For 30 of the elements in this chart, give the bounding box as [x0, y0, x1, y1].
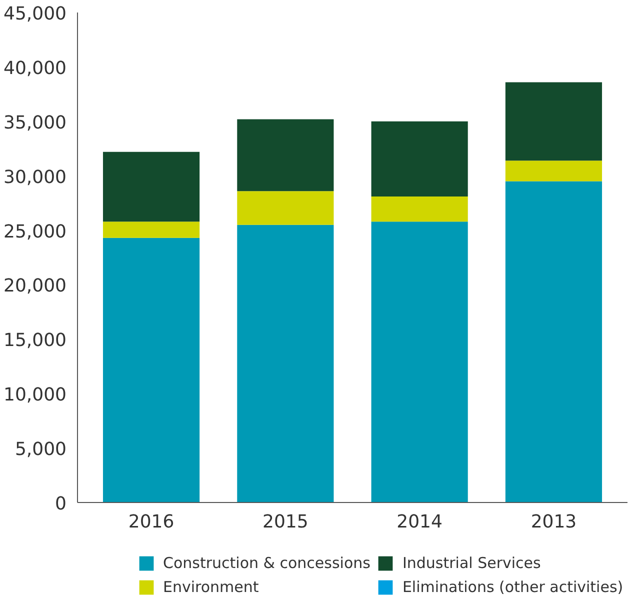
x-tick-label: 2015 [262, 512, 308, 532]
y-tick-label: 20,000 [4, 276, 66, 297]
bar [102, 152, 200, 222]
bar [371, 121, 468, 197]
x-tick-label: 2016 [128, 512, 174, 532]
y-tick-label: 0 [55, 494, 66, 514]
bar [371, 196, 468, 222]
y-tick-label: 25,000 [4, 221, 66, 242]
y-tick-label: 45,000 [4, 4, 66, 24]
bar [237, 224, 334, 502]
legend-label: Environment [163, 578, 259, 596]
bar [237, 119, 334, 192]
bar [102, 222, 200, 238]
bar [237, 191, 334, 225]
y-tick-label: 10,000 [4, 384, 66, 406]
y-tick-label: 5,000 [14, 439, 66, 460]
bar [505, 160, 602, 182]
bar [505, 82, 602, 161]
y-tick-label: 40,000 [4, 58, 66, 79]
y-tick-label: 35,000 [4, 112, 66, 134]
y-tick-label: 30,000 [4, 166, 66, 188]
legend-label: Construction & concessions [163, 554, 370, 572]
legend-label: Industrial Services [402, 554, 541, 572]
bar [505, 181, 602, 502]
legend-label: Eliminations (other activities) [402, 578, 624, 596]
bar [102, 238, 200, 502]
bar [371, 222, 468, 502]
x-tick-label: 2014 [396, 512, 442, 532]
y-tick-label: 15,000 [4, 330, 66, 352]
x-tick-label: 2013 [530, 512, 577, 532]
